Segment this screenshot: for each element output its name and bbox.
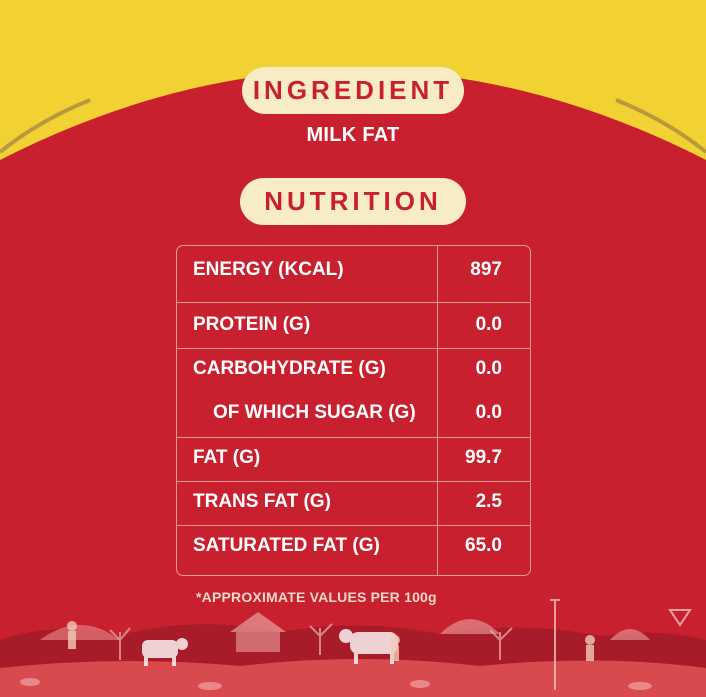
table-column-divider [437,246,438,575]
row-divider [177,348,530,349]
village-illustration [0,599,706,697]
row-label: OF WHICH SUGAR (G) [213,402,416,423]
ingredient-text: MILK FAT [306,124,400,146]
row-label: PROTEIN (G) [193,314,311,335]
row-value: 99.7 [465,447,502,468]
row-label: SATURATED FAT (G) [193,535,380,556]
row-value: 0.0 [475,402,502,423]
row-divider [177,302,530,303]
row-value: 2.5 [475,491,502,512]
row-label: FAT (G) [193,447,261,468]
row-divider [177,525,530,526]
row-value: 0.0 [475,358,502,379]
row-value: 0.0 [475,314,502,335]
row-value: 897 [470,259,502,280]
nutrition-table: ENERGY (KCAL) 897 PROTEIN (G) 0.0 CARBOH… [176,245,531,576]
table-row-trans-fat: TRANS FAT (G) 2.5 [177,480,530,524]
ingredient-heading: INGREDIENT [242,67,464,114]
table-row-energy: ENERGY (KCAL) 897 [177,248,530,292]
nutrition-heading: NUTRITION [240,178,466,225]
row-label: CARBOHYDRATE (G) [193,358,386,379]
row-divider [177,481,530,482]
table-row-saturated-fat: SATURATED FAT (G) 65.0 [177,524,530,568]
row-label: TRANS FAT (G) [193,491,331,512]
footnote: *APPROXIMATE VALUES PER 100g [196,589,437,605]
gold-trim-left [0,98,91,154]
gold-trim-right [615,98,706,154]
row-divider [177,437,530,438]
table-row-sugar: OF WHICH SUGAR (G) 0.0 [177,391,530,435]
row-value: 65.0 [465,535,502,556]
row-label: ENERGY (KCAL) [193,259,344,280]
table-row-protein: PROTEIN (G) 0.0 [177,303,530,347]
table-row-carbohydrate: CARBOHYDRATE (G) 0.0 [177,347,530,391]
table-row-fat: FAT (G) 99.7 [177,436,530,480]
